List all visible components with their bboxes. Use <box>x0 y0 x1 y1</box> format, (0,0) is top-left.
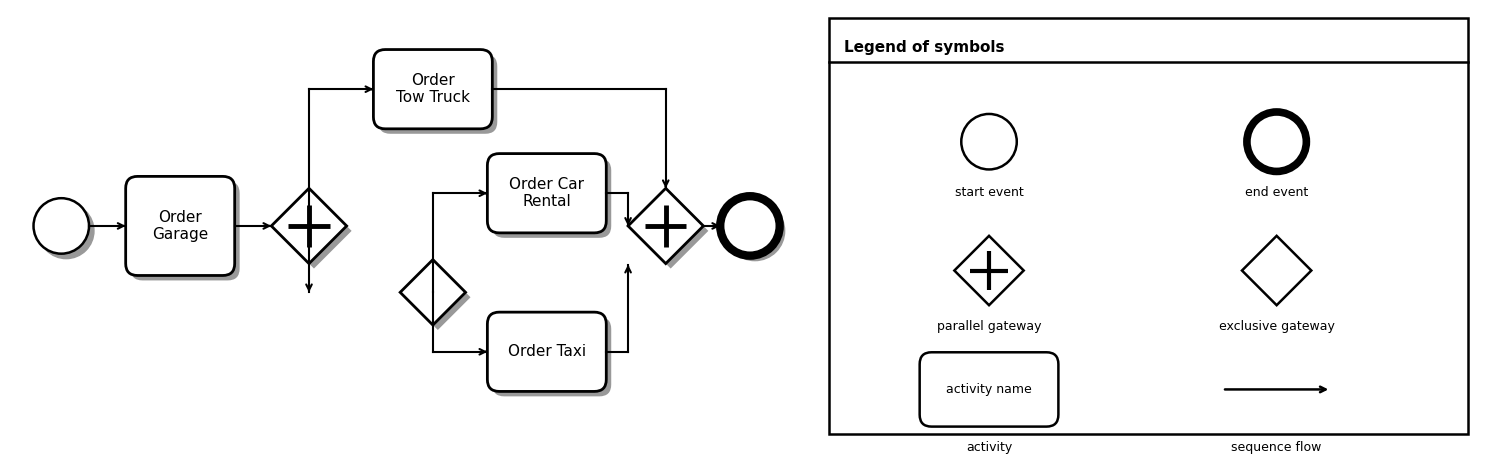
Text: Legend of symbols: Legend of symbols <box>844 40 1004 55</box>
FancyBboxPatch shape <box>131 181 240 281</box>
Text: sequence flow: sequence flow <box>1231 441 1322 454</box>
FancyBboxPatch shape <box>373 49 492 129</box>
Polygon shape <box>406 265 470 330</box>
Circle shape <box>961 114 1016 170</box>
Text: Order Car
Rental: Order Car Rental <box>509 177 585 209</box>
Polygon shape <box>628 188 703 264</box>
Polygon shape <box>272 188 346 264</box>
FancyBboxPatch shape <box>488 154 606 233</box>
Text: Order
Tow Truck: Order Tow Truck <box>395 73 470 106</box>
Text: activity name: activity name <box>946 383 1032 396</box>
Polygon shape <box>400 260 466 325</box>
Circle shape <box>33 198 90 254</box>
FancyBboxPatch shape <box>492 159 612 238</box>
Circle shape <box>1247 112 1307 171</box>
FancyBboxPatch shape <box>379 54 497 134</box>
Circle shape <box>39 203 94 259</box>
Text: activity: activity <box>965 441 1012 454</box>
Text: start event: start event <box>955 186 1024 199</box>
Circle shape <box>725 201 785 260</box>
Polygon shape <box>276 193 352 269</box>
Bar <box>830 18 1468 434</box>
Text: Order Taxi: Order Taxi <box>507 344 586 359</box>
FancyBboxPatch shape <box>488 312 606 391</box>
Text: parallel gateway: parallel gateway <box>937 320 1041 333</box>
Polygon shape <box>955 236 1024 305</box>
Polygon shape <box>1241 236 1311 305</box>
FancyBboxPatch shape <box>125 176 234 276</box>
FancyBboxPatch shape <box>919 352 1058 426</box>
Polygon shape <box>633 193 709 269</box>
FancyBboxPatch shape <box>492 317 612 396</box>
Text: end event: end event <box>1244 186 1308 199</box>
Circle shape <box>721 196 780 255</box>
Text: Order
Garage: Order Garage <box>152 210 209 242</box>
Text: exclusive gateway: exclusive gateway <box>1219 320 1334 333</box>
